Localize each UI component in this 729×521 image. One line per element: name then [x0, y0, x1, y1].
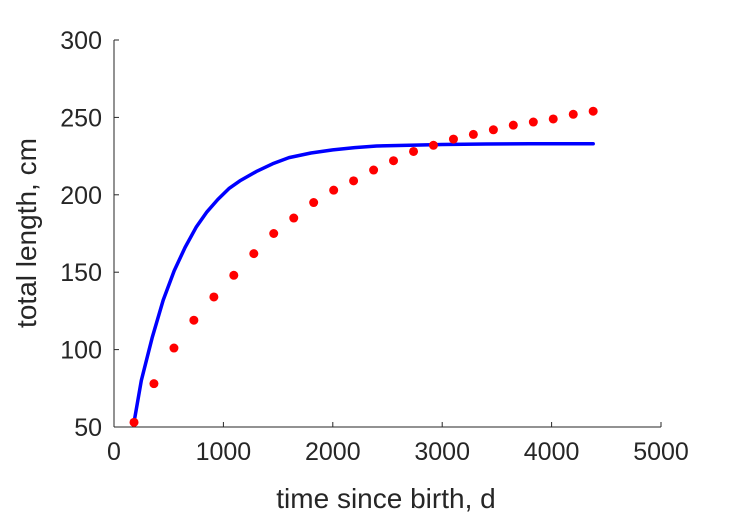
data-point	[349, 176, 359, 186]
y-tick-label: 250	[60, 104, 102, 132]
data-point	[548, 114, 558, 124]
fit-curve	[132, 141, 595, 425]
y-tick-label: 200	[60, 182, 102, 210]
data-point	[209, 292, 219, 302]
data-point	[588, 106, 598, 116]
data-point	[289, 213, 299, 223]
plot-area	[129, 106, 598, 427]
x-tick-label: 3000	[414, 438, 470, 466]
y-tick-label: 150	[60, 259, 102, 287]
data-point	[448, 134, 458, 144]
y-axis-label: total length, cm	[11, 138, 42, 328]
y-tick-label: 100	[60, 337, 102, 365]
data-point	[309, 198, 319, 208]
data-point	[389, 156, 399, 166]
data-point	[189, 315, 199, 325]
data-point	[428, 140, 438, 150]
x-axis-label: time since birth, d	[276, 483, 495, 514]
data-point	[508, 120, 518, 130]
data-point	[329, 185, 339, 195]
data-point	[269, 229, 279, 238]
axes	[113, 40, 661, 428]
data-point	[488, 125, 498, 135]
data-point	[129, 417, 139, 427]
x-ticks: 0 1000 2000 3000 4000 5000	[107, 422, 689, 466]
data-point	[528, 117, 538, 127]
data-point	[149, 379, 159, 389]
y-tick-label: 300	[60, 27, 102, 55]
data-point	[369, 165, 379, 175]
data-point	[568, 109, 578, 119]
x-tick-label: 0	[107, 438, 121, 466]
y-ticks: 50 100 150 200 250 300	[60, 27, 119, 442]
x-tick-label: 5000	[633, 438, 689, 466]
x-tick-label: 1000	[196, 438, 252, 466]
x-tick-label: 2000	[305, 438, 361, 466]
data-point	[409, 146, 419, 156]
data-point	[468, 129, 478, 139]
data-point	[169, 343, 179, 353]
y-tick-label: 50	[74, 414, 102, 442]
x-tick-label: 4000	[524, 438, 580, 466]
data-point	[249, 249, 259, 259]
data-point	[229, 270, 239, 280]
